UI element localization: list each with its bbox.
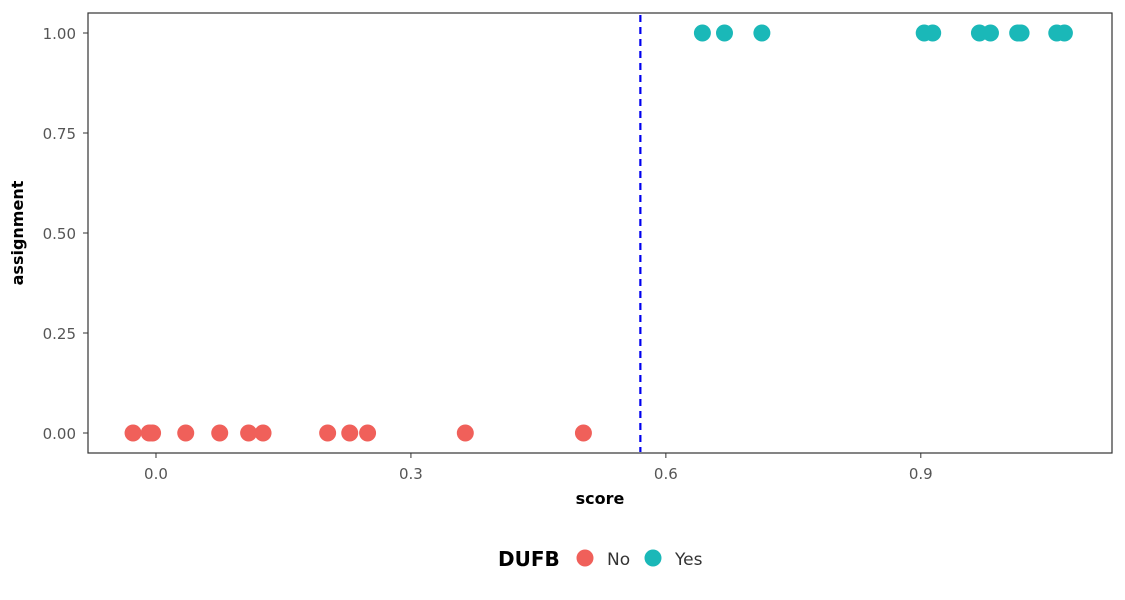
x-tick-label: 0.0 [144,465,168,483]
data-point-no [144,424,162,442]
data-point-no [211,424,229,442]
y-tick-label: 0.50 [43,225,76,243]
data-point-yes [715,24,733,42]
data-point-yes [693,24,711,42]
x-axis-title: score [576,489,625,508]
data-point-yes [1055,24,1073,42]
y-axis-title: assignment [8,180,27,285]
data-point-no [254,424,272,442]
legend-key-no [576,549,594,567]
legend: DUFB No Yes [498,547,703,571]
legend-label-no: No [607,550,630,570]
data-point-yes [1012,24,1030,42]
y-tick-label: 0.75 [43,125,76,143]
y-tick-label: 1.00 [43,25,76,43]
data-point-no [124,424,142,442]
data-point-yes [924,24,942,42]
data-point-no [240,424,258,442]
data-point-no [359,424,377,442]
legend-label-yes: Yes [674,550,703,570]
x-tick-label: 0.6 [654,465,678,483]
data-points [124,24,1073,442]
data-point-no [574,424,592,442]
data-point-yes [753,24,771,42]
x-tick-label: 0.9 [909,465,933,483]
legend-key-yes [644,549,662,567]
y-axis-ticks: 0.00 0.25 0.50 0.75 1.00 [43,25,88,443]
data-point-yes [981,24,999,42]
x-tick-label: 0.3 [399,465,423,483]
data-point-no [319,424,337,442]
plot-panel-border [87,12,1113,454]
data-point-no [341,424,359,442]
x-axis-ticks: 0.0 0.3 0.6 0.9 [144,453,933,483]
y-tick-label: 0.00 [43,425,76,443]
legend-title: DUFB [498,547,560,571]
data-point-no [456,424,474,442]
y-tick-label: 0.25 [43,325,76,343]
data-point-no [177,424,195,442]
